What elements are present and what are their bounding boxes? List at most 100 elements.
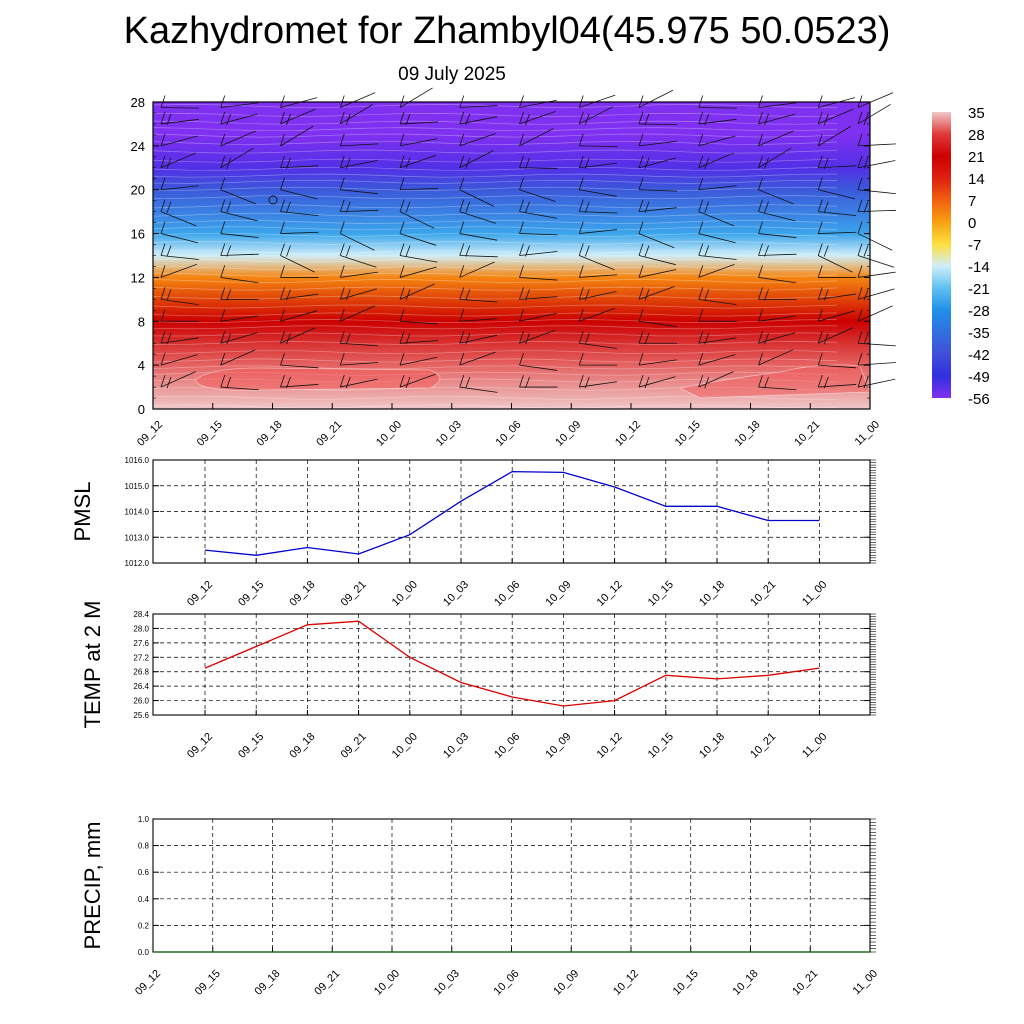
wind-barb-flag — [519, 331, 524, 344]
wind-barb-flag — [519, 221, 524, 234]
y-tick-label: 26.4 — [133, 682, 149, 691]
x-tick-label: 11_00 — [851, 968, 881, 998]
y-tick-label: 1014.0 — [125, 508, 150, 517]
wind-barb-flag — [863, 157, 869, 169]
wind-barb-flag — [345, 333, 351, 345]
contour-line — [152, 204, 838, 209]
wind-barb-flag — [698, 331, 704, 344]
wind-barb-flag — [638, 111, 644, 125]
wind-barb — [638, 189, 677, 192]
wind-barb — [160, 152, 197, 169]
wind-barb — [220, 189, 257, 205]
wind-barb-flag — [698, 221, 704, 234]
wind-barb-flag — [817, 133, 823, 146]
wind-barb-flag — [758, 243, 763, 256]
wind-barb-flag — [857, 353, 863, 366]
wind-barb — [857, 305, 893, 322]
wind-barb — [280, 255, 315, 273]
wind-barb-flag — [399, 331, 405, 344]
wind-barb-flag — [644, 376, 650, 389]
wind-barb-flag — [638, 155, 644, 168]
wind-barb — [857, 189, 896, 195]
wind-barb — [579, 229, 618, 234]
wind-barb-flag — [525, 333, 530, 345]
x-tick-label: 11_00 — [800, 731, 830, 761]
wind-barb-flag — [405, 157, 411, 169]
wind-barb-flag — [286, 289, 291, 301]
wind-barb — [399, 373, 436, 388]
x-tick-label: 10_00 — [390, 731, 420, 761]
wind-barb-flag — [220, 265, 226, 278]
wind-barb — [519, 312, 557, 322]
wind-barb-flag — [160, 221, 166, 234]
contour-line — [152, 332, 838, 337]
wind-barb — [758, 189, 794, 205]
wind-barb-flag — [857, 111, 863, 125]
wind-barb-flag — [638, 353, 644, 366]
wind-barb-flag — [817, 265, 823, 278]
wind-barb — [638, 376, 676, 388]
wind-barb-flag — [578, 374, 584, 388]
wind-barb-flag — [339, 374, 345, 388]
wind-barb-flag — [525, 376, 530, 389]
wind-barb — [220, 147, 254, 169]
x-tick-label: 09_15 — [193, 968, 223, 998]
wind-barb-flag — [519, 155, 524, 168]
wind-barb-flag — [698, 111, 704, 125]
wind-barb-flag — [459, 221, 465, 234]
y-tick-label: 16 — [131, 227, 145, 242]
wind-barb-flag — [339, 243, 345, 256]
x-tick-label: 09_18 — [287, 579, 317, 609]
wind-barb-flag — [758, 111, 763, 125]
wind-barb-flag — [519, 243, 524, 256]
wind-barb — [399, 211, 435, 229]
wind-barb-flag — [160, 199, 166, 212]
wind-barb-flag — [823, 113, 829, 126]
wind-barb-flag — [226, 157, 232, 169]
wind-barb-flag — [160, 111, 166, 125]
contour-line — [152, 149, 838, 154]
wind-barb-flag — [857, 177, 863, 190]
wind-barb — [818, 125, 852, 147]
wind-barb — [519, 364, 558, 371]
x-tick-label: 09_21 — [339, 579, 369, 609]
wind-barb-flag — [638, 309, 644, 322]
contour-line — [152, 173, 838, 178]
wind-barb-flag — [578, 243, 584, 256]
wind-barb-flag — [644, 333, 650, 345]
wind-barb-flag — [758, 265, 763, 278]
wind-barb-flag — [220, 309, 226, 322]
colorbar-label: 35 — [968, 105, 985, 122]
contour-line — [152, 127, 838, 132]
warm-core — [194, 367, 441, 391]
wind-barb-flag — [160, 155, 166, 168]
wind-barb — [818, 231, 857, 234]
wind-barb-flag — [226, 333, 232, 345]
precip-panel: 0.0 0.2 0.4 0.6 0.8 1.0 PRECIP, mm 09_12 09_15 09… — [80, 815, 880, 998]
contour-line — [152, 350, 838, 355]
wind-barb — [519, 211, 557, 219]
wind-barb — [340, 189, 379, 195]
contour-line — [152, 133, 838, 138]
colorbar-label: -7 — [968, 237, 981, 254]
wind-barb-flag — [459, 133, 465, 146]
wind-barb — [459, 233, 498, 241]
wind-barb-flag — [339, 331, 345, 344]
wind-barb-flag — [220, 331, 226, 344]
y-tick-label: 28.0 — [133, 624, 149, 633]
y-tick-label: 20 — [131, 183, 145, 198]
wind-barb — [758, 349, 794, 366]
series-line — [204, 470, 820, 556]
wind-barb-flag — [465, 157, 471, 169]
wind-barb — [818, 364, 857, 369]
wind-barb-flag — [638, 374, 644, 388]
wind-barb-flag — [459, 111, 465, 125]
wind-barb — [579, 291, 617, 300]
wind-barb-flag — [758, 287, 763, 300]
wind-barb-flag — [758, 353, 763, 366]
wind-barb-flag — [578, 199, 584, 212]
wind-barb-flag — [584, 113, 590, 126]
contour-line — [152, 286, 838, 291]
x-tick-label: 10_12 — [595, 579, 625, 609]
wind-barb-flag — [345, 376, 351, 389]
